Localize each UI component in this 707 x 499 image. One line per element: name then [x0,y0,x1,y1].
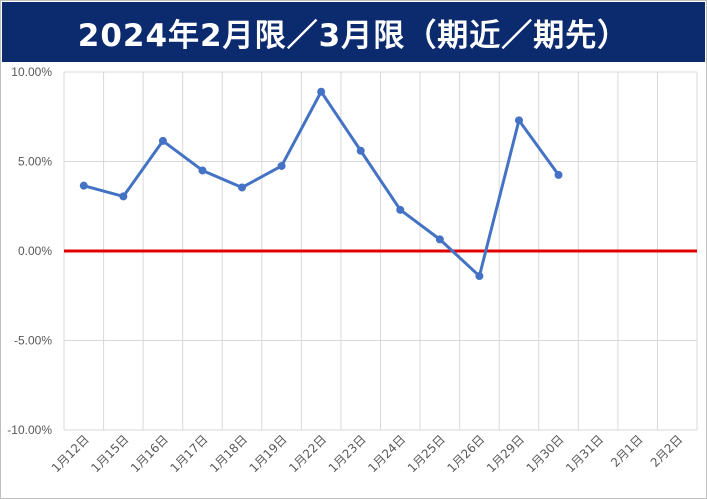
data-point [475,272,484,281]
x-tick-label: 1月18日 [207,432,250,475]
chart-title: 2024年2月限／3月限（期近／期先） [77,17,630,54]
data-point [79,181,88,190]
x-tick-label: 1月17日 [168,432,211,475]
x-tick-label: 1月12日 [49,432,92,475]
y-tick-label: -10.00% [7,423,52,437]
data-point [514,116,523,125]
y-tick-label: 10.00% [11,65,52,79]
data-point [198,166,207,175]
x-tick-label: 1月25日 [405,432,448,475]
x-tick-label: 1月15日 [88,432,131,475]
data-point [356,146,365,155]
title-bar: 2024年2月限／3月限（期近／期先） [2,2,705,62]
data-point [396,205,405,214]
x-tick-label: 1月23日 [326,432,369,475]
x-tick-label: 1月19日 [247,432,290,475]
x-tick-label: 1月26日 [444,432,487,475]
data-point [277,161,286,170]
x-tick-label: 1月22日 [286,432,329,475]
x-tick-label: 1月29日 [484,432,527,475]
x-tick-label: 2月1日 [608,432,646,470]
y-tick-label: -5.00% [14,334,52,348]
data-point [158,136,167,145]
x-tick-label: 1月30日 [524,432,567,475]
y-tick-label: 0.00% [18,244,52,258]
data-point [238,183,247,192]
x-tick-label: 1月31日 [563,432,606,475]
data-point [119,192,128,201]
x-tick-label: 1月16日 [128,432,171,475]
y-tick-label: 5.00% [18,155,52,169]
x-tick-label: 1月24日 [365,432,408,475]
series-line [83,90,560,278]
data-point [317,87,326,96]
x-tick-label: 2月2日 [648,432,686,470]
data-point [435,235,444,244]
data-point [554,170,563,179]
